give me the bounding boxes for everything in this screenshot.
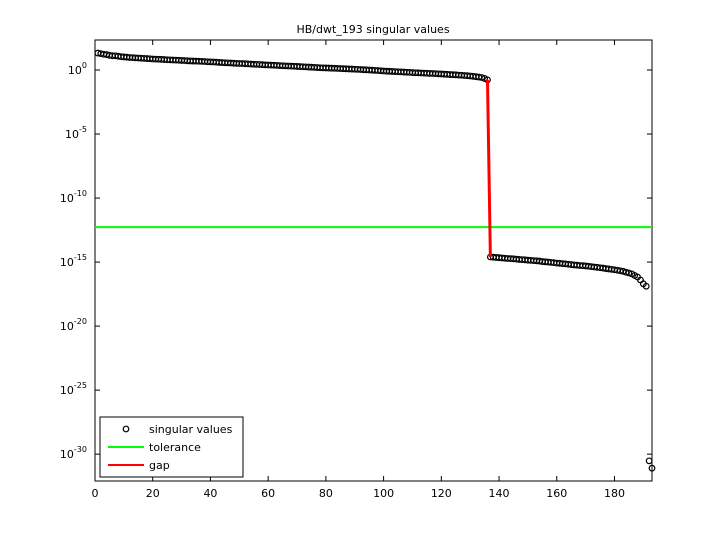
legend-label: singular values xyxy=(149,423,233,436)
x-tick-label: 80 xyxy=(319,487,333,500)
data-point xyxy=(648,464,656,472)
x-tick-label: 60 xyxy=(261,487,275,500)
x-tick-label: 140 xyxy=(489,487,510,500)
x-tick-label: 160 xyxy=(546,487,567,500)
x-tick-label: 180 xyxy=(604,487,625,500)
x-tick-label: 20 xyxy=(146,487,160,500)
axes-box xyxy=(94,39,653,482)
x-tick-label: 0 xyxy=(92,487,99,500)
series-line xyxy=(485,79,492,258)
y-tick-label: 10-30 xyxy=(60,445,87,461)
data-point xyxy=(642,282,650,290)
y-tick-label: 100 xyxy=(68,61,87,77)
x-tick-label: 100 xyxy=(373,487,394,500)
y-tick-label: 10-15 xyxy=(60,253,87,269)
data-point xyxy=(625,269,633,277)
y-tick-label: 10-10 xyxy=(60,189,87,205)
y-tick-label: 10-25 xyxy=(60,381,87,397)
data-point xyxy=(478,74,486,81)
data-point xyxy=(645,457,653,465)
y-tick-label: 10-20 xyxy=(60,317,87,333)
chart-title: HB/dwt_193 singular values xyxy=(296,23,449,36)
legend-marker xyxy=(122,425,130,433)
x-tick-label: 40 xyxy=(203,487,217,500)
data-point xyxy=(619,267,627,275)
x-tick-label: 120 xyxy=(431,487,452,500)
legend-label: tolerance xyxy=(149,441,201,454)
legend-label: gap xyxy=(149,459,170,472)
y-tick-label: 10-5 xyxy=(65,125,87,141)
